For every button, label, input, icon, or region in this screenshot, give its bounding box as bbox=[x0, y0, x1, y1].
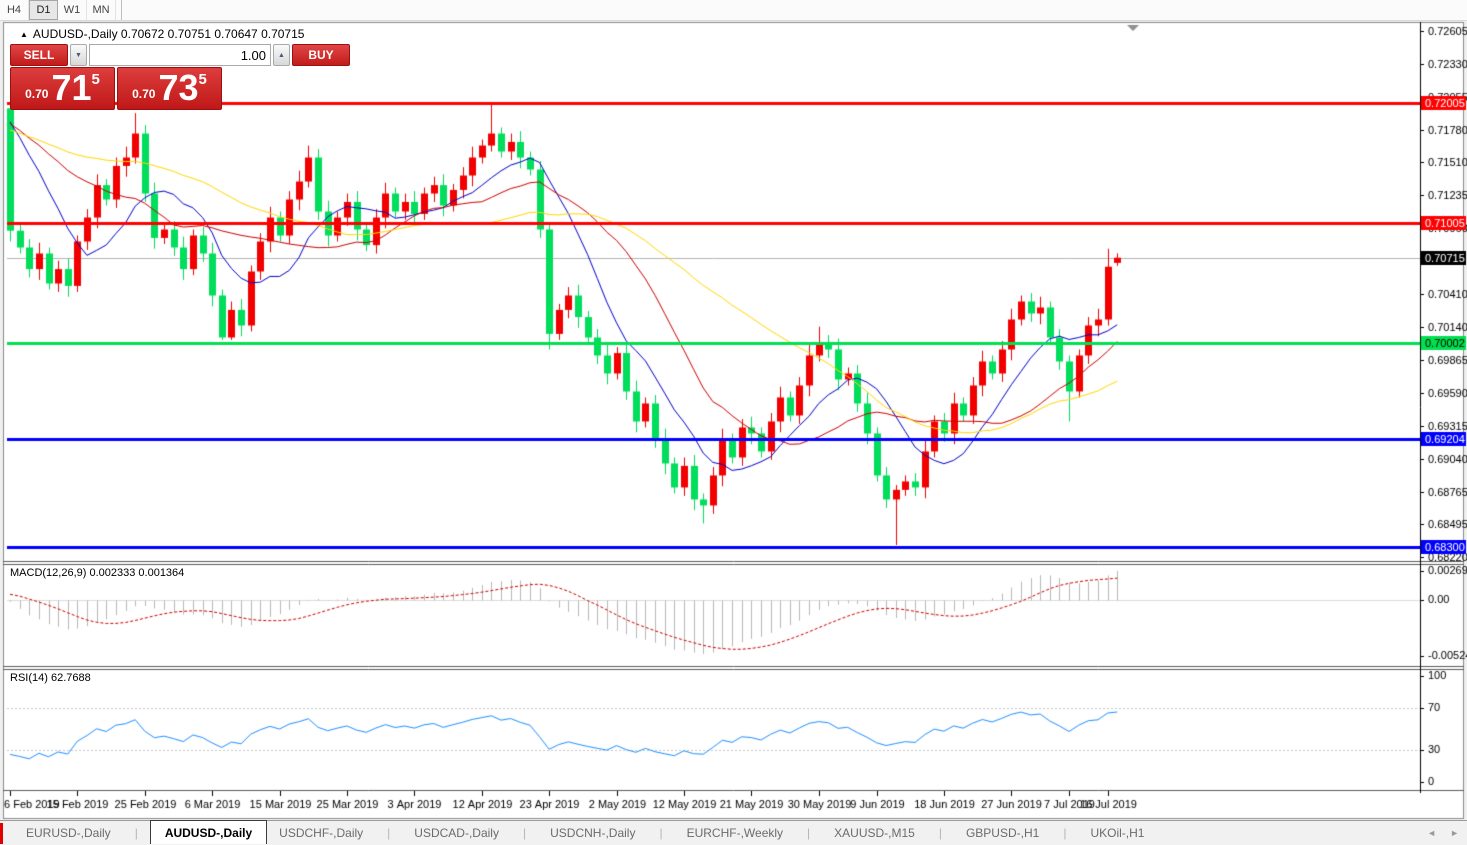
tab-audusd-daily[interactable]: AUDUSD-,Daily bbox=[149, 820, 268, 844]
timeframe-toolbar: H4 D1 W1 MN bbox=[0, 0, 1467, 21]
buy-button[interactable]: BUY bbox=[292, 44, 350, 66]
buy-price-big: 73 bbox=[158, 67, 199, 108]
tab-usdcad-daily[interactable]: USDCAD-,Daily bbox=[402, 821, 538, 845]
tab-scroll-right-icon[interactable]: ► bbox=[1450, 828, 1459, 838]
tab-xauusd-m15[interactable]: XAUUSD-,M15 bbox=[822, 821, 954, 845]
toolbar-separator bbox=[116, 0, 122, 20]
tab-bar-accent-strip bbox=[0, 823, 3, 844]
buy-price-pip: 5 bbox=[198, 71, 207, 88]
tab-gbpusd-h1[interactable]: GBPUSD-,H1 bbox=[954, 821, 1078, 845]
buy-price-prefix: 0.70 bbox=[132, 87, 156, 101]
symbol-tab-bar: EURUSD-,Daily AUDUSD-,Daily USDCHF-,Dail… bbox=[0, 820, 1467, 845]
sell-price-pip: 5 bbox=[91, 71, 100, 88]
tab-eurchf-weekly[interactable]: EURCHF-,Weekly bbox=[675, 821, 823, 845]
tab-scroll-left-icon[interactable]: ◄ bbox=[1427, 828, 1437, 838]
volume-increase-button[interactable]: ▲ bbox=[273, 44, 290, 66]
rsi-indicator-label: RSI(14) 62.7688 bbox=[10, 672, 91, 684]
buy-price-display[interactable]: 0.70 73 5 bbox=[117, 67, 222, 110]
sell-price-big: 71 bbox=[51, 67, 92, 108]
chart-title-text: AUDUSD-,Daily 0.70672 0.70751 0.70647 0.… bbox=[32, 27, 305, 41]
timeframe-button-d1[interactable]: D1 bbox=[29, 0, 58, 20]
timeframe-button-h4[interactable]: H4 bbox=[0, 0, 29, 20]
one-click-trading-panel: SELL ▼ ▲ BUY 0.70 71 5 0.70 73 5 bbox=[10, 44, 350, 110]
tab-ukoil-h1[interactable]: UKOil-,H1 bbox=[1090, 826, 1145, 840]
chart-title: ▲ AUDUSD-,Daily 0.70672 0.70751 0.70647 … bbox=[20, 27, 304, 41]
sell-price-display[interactable]: 0.70 71 5 bbox=[10, 67, 115, 110]
volume-input[interactable] bbox=[89, 44, 271, 66]
tab-eurusd-daily[interactable]: EURUSD-,Daily bbox=[14, 821, 150, 845]
sell-button[interactable]: SELL bbox=[10, 44, 68, 66]
timeframe-button-w1[interactable]: W1 bbox=[58, 0, 87, 20]
macd-indicator-label: MACD(12,26,9) 0.002333 0.001364 bbox=[10, 567, 185, 579]
sell-price-prefix: 0.70 bbox=[25, 87, 49, 101]
volume-decrease-button[interactable]: ▼ bbox=[70, 44, 87, 66]
timeframe-button-mn[interactable]: MN bbox=[87, 0, 116, 20]
collapse-triangle-icon[interactable]: ▲ bbox=[20, 29, 28, 39]
tab-usdcnh-daily[interactable]: USDCNH-,Daily bbox=[538, 821, 674, 845]
tab-usdchf-daily[interactable]: USDCHF-,Daily bbox=[267, 821, 402, 845]
